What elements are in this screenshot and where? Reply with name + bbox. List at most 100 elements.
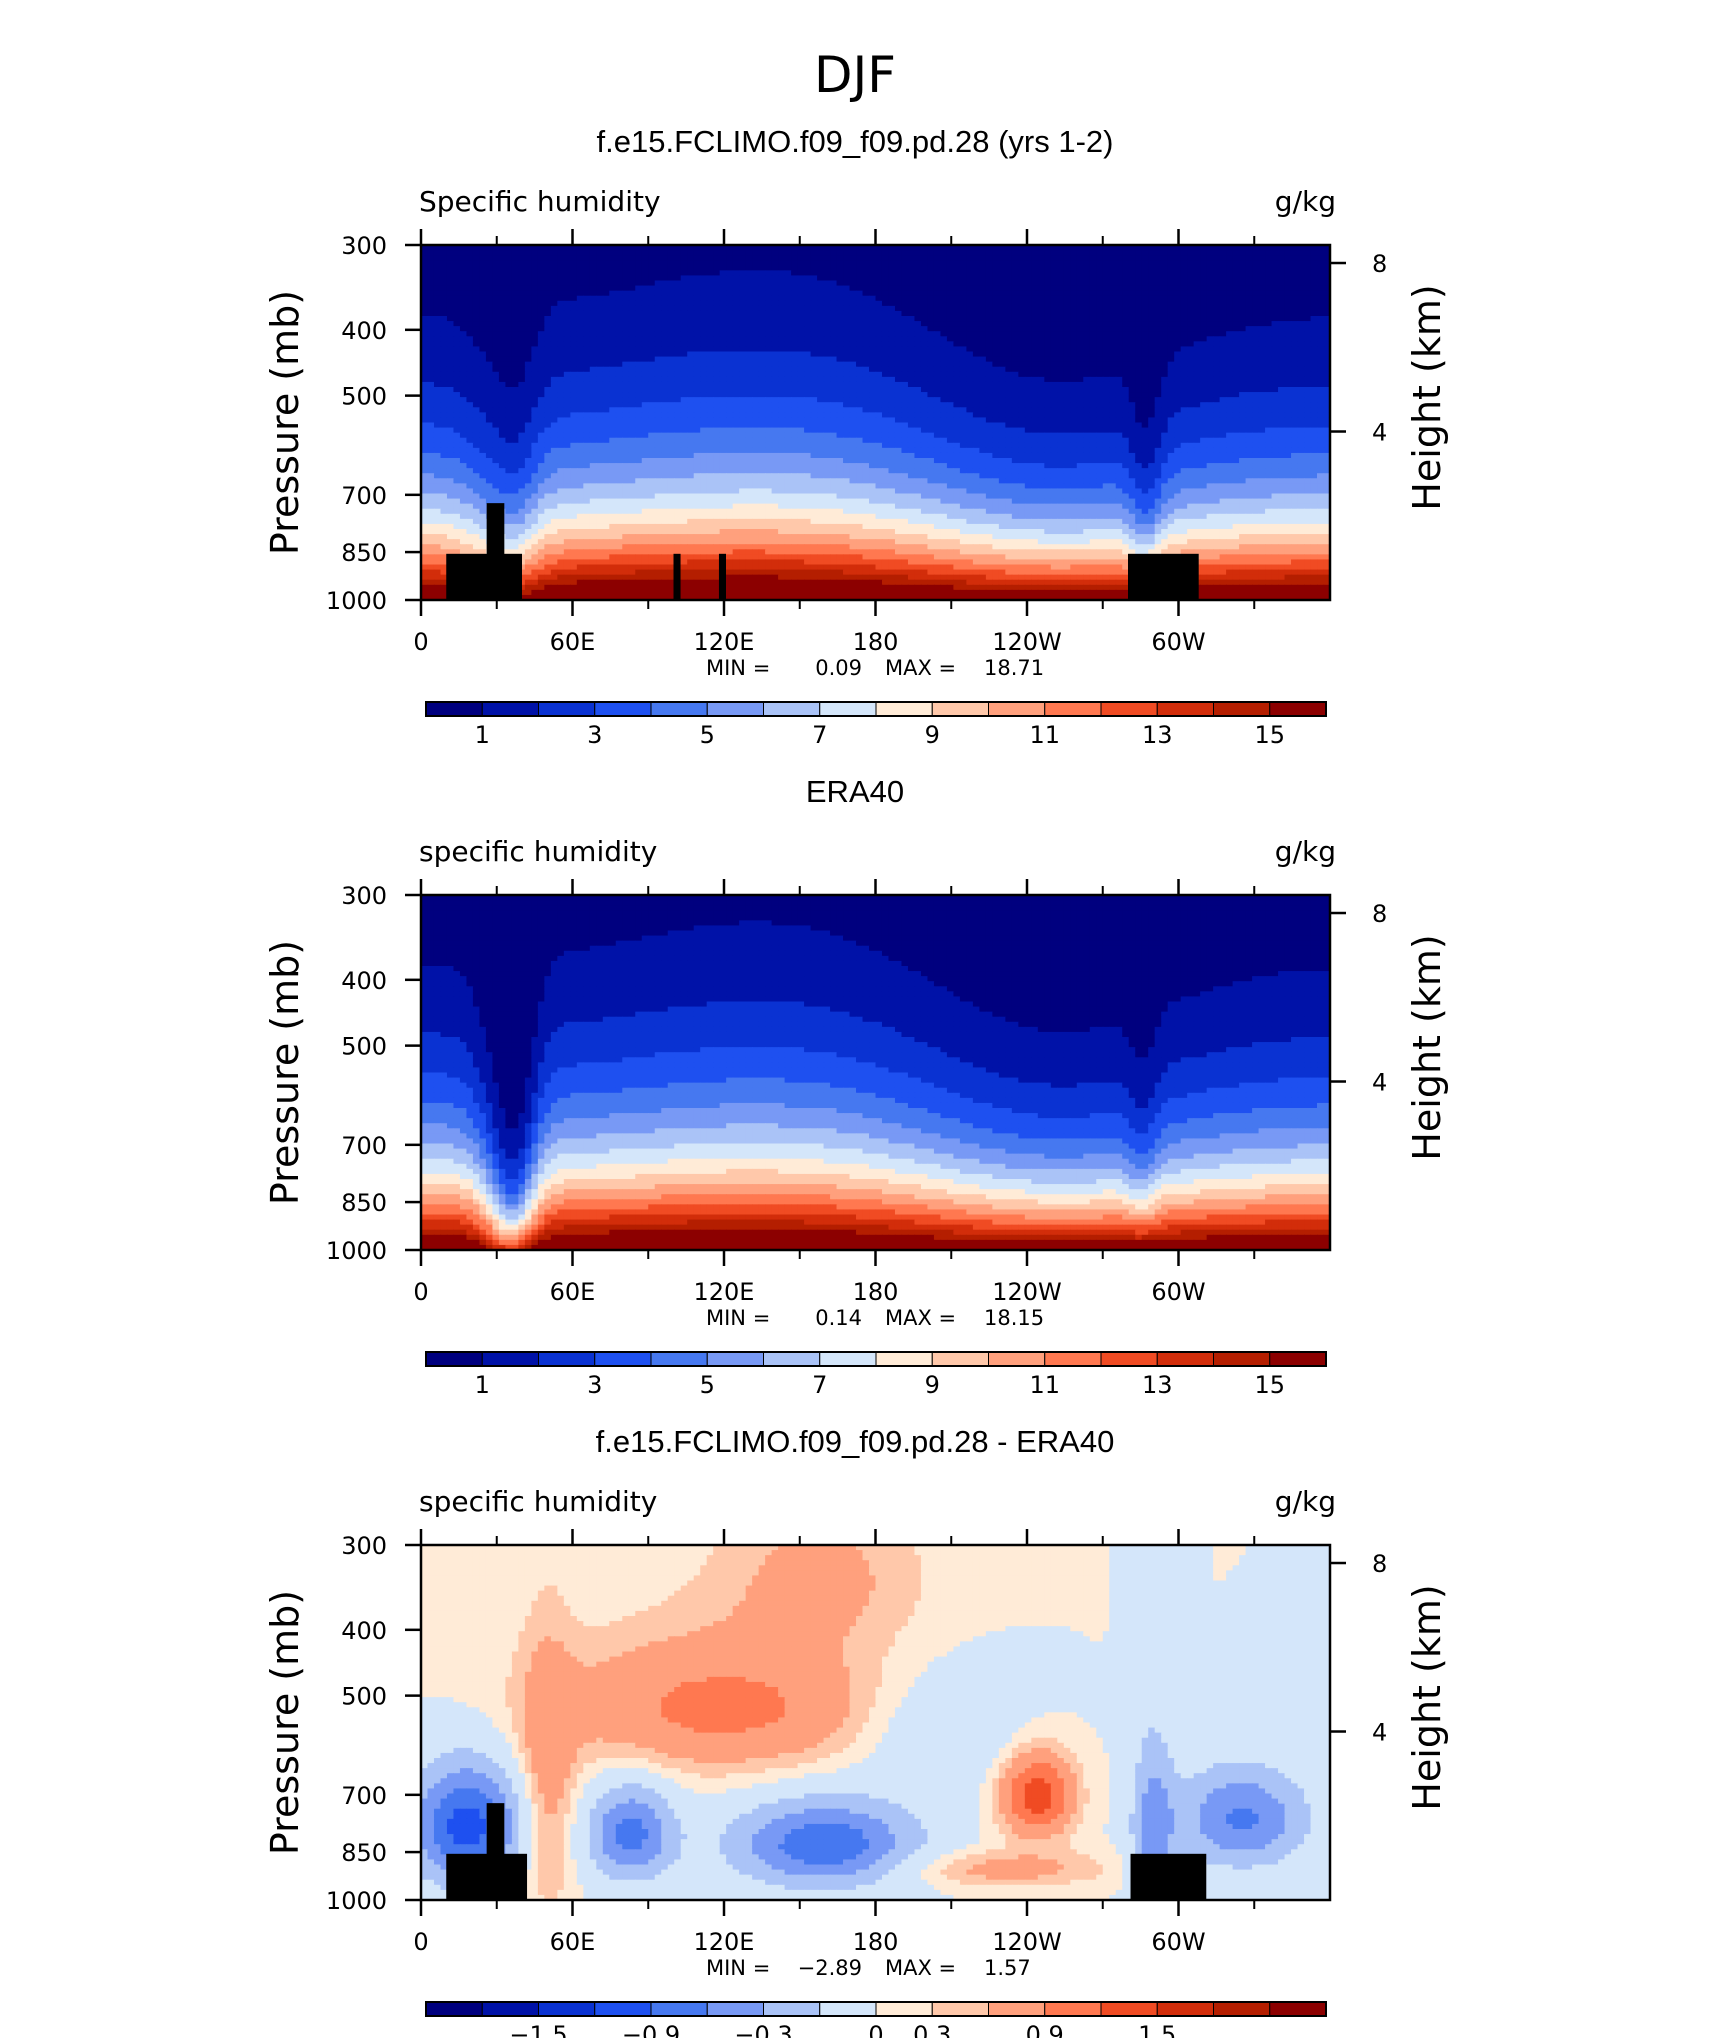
heatmap-cell	[479, 280, 487, 287]
heatmap-cell	[1102, 255, 1110, 261]
heatmap-cell	[609, 295, 617, 302]
heatmap-cell	[511, 300, 519, 307]
heatmap-cell	[719, 331, 727, 337]
heatmap-cell	[427, 346, 435, 353]
heatmap-cell	[440, 422, 448, 429]
heatmap-cell	[1167, 331, 1175, 337]
heatmap-cell	[745, 397, 753, 403]
heatmap-cell	[881, 346, 890, 353]
heatmap-cell	[907, 316, 916, 322]
heatmap-cell	[589, 250, 597, 256]
heatmap-cell	[1031, 285, 1039, 292]
heatmap-cell	[1115, 255, 1123, 261]
heatmap-cell	[1070, 387, 1078, 393]
heatmap-cell	[940, 331, 948, 337]
heatmap-cell	[719, 326, 727, 332]
heatmap-cell	[745, 356, 753, 363]
heatmap-cell	[907, 346, 916, 353]
heatmap-cell	[622, 275, 630, 282]
heatmap-cell	[1070, 250, 1078, 256]
heatmap-cell	[550, 407, 558, 413]
heatmap-cell	[485, 417, 494, 424]
heatmap-cell	[550, 305, 558, 312]
heatmap-cell	[511, 356, 519, 363]
heatmap-cell	[674, 326, 682, 332]
heatmap-cell	[641, 376, 649, 383]
heatmap-cell	[680, 392, 688, 398]
heatmap-cell	[836, 321, 844, 327]
heatmap-cell	[881, 397, 890, 403]
heatmap-cell	[979, 265, 987, 271]
heatmap-cell	[433, 300, 442, 307]
heatmap-cell	[498, 341, 506, 348]
heatmap-cell	[1011, 326, 1019, 332]
heatmap-cell	[778, 392, 786, 398]
heatmap-cell	[849, 316, 857, 322]
heatmap-cell	[1018, 270, 1026, 277]
heatmap-cell	[453, 341, 461, 348]
heatmap-cell	[1089, 326, 1097, 332]
heatmap-cell	[485, 300, 494, 307]
heatmap-cell	[1317, 331, 1325, 337]
heatmap-cell	[992, 336, 1000, 342]
heatmap-cell	[907, 331, 916, 337]
heatmap-cell	[648, 392, 656, 398]
heatmap-cell	[726, 326, 734, 332]
heatmap-cell	[661, 316, 669, 322]
heatmap-cell	[1011, 316, 1019, 322]
heatmap-cell	[920, 336, 929, 342]
heatmap-cell	[810, 371, 818, 378]
heatmap-cell	[1187, 392, 1195, 398]
heatmap-cell	[836, 387, 844, 393]
heatmap-cell	[1167, 412, 1175, 419]
heatmap-cell	[972, 260, 980, 266]
heatmap-cell	[985, 351, 993, 358]
heatmap-cell	[907, 422, 916, 429]
heatmap-cell	[778, 280, 786, 287]
heatmap-cell	[979, 341, 987, 348]
heatmap-cell	[1245, 290, 1253, 297]
heatmap-cell	[1044, 321, 1052, 327]
heatmap-cell	[628, 245, 636, 251]
heatmap-cell	[1128, 376, 1136, 383]
heatmap-cell	[985, 310, 993, 317]
heatmap-cell	[894, 326, 903, 332]
heatmap-cell	[869, 270, 877, 277]
heatmap-cell	[732, 371, 740, 378]
heatmap-cell	[1323, 397, 1331, 403]
heatmap-cell	[765, 245, 773, 251]
heatmap-cell	[596, 417, 604, 424]
heatmap-cell	[739, 371, 747, 378]
heatmap-cell	[453, 361, 461, 368]
heatmap-cell	[784, 407, 792, 413]
heatmap-cell	[1265, 321, 1273, 327]
heatmap-cell	[907, 371, 916, 378]
heatmap-cell	[1258, 341, 1266, 348]
heatmap-cell	[1011, 300, 1019, 307]
heatmap-cell	[563, 402, 571, 408]
heatmap-cell	[1044, 387, 1052, 393]
heatmap-cell	[972, 321, 980, 327]
heatmap-cell	[1122, 326, 1130, 332]
heatmap-cell	[914, 407, 922, 413]
heatmap-cell	[1291, 310, 1299, 317]
heatmap-cell	[596, 305, 604, 312]
heatmap-cell	[505, 356, 513, 363]
heatmap-cell	[823, 387, 831, 393]
heatmap-cell	[856, 260, 864, 266]
heatmap-cell	[856, 300, 864, 307]
heatmap-cell	[778, 255, 786, 261]
heatmap-cell	[804, 326, 812, 332]
heatmap-cell	[1115, 245, 1123, 251]
heatmap-cell	[1304, 270, 1312, 277]
heatmap-cell	[1239, 417, 1247, 424]
heatmap-cell	[479, 321, 487, 327]
heatmap-cell	[1278, 351, 1286, 358]
heatmap-cell	[706, 305, 714, 312]
heatmap-cell	[453, 381, 461, 388]
heatmap-cell	[927, 376, 935, 383]
heatmap-cell	[771, 341, 779, 348]
heatmap-cell	[881, 300, 890, 307]
heatmap-cell	[985, 255, 993, 261]
heatmap-cell	[1265, 366, 1273, 373]
